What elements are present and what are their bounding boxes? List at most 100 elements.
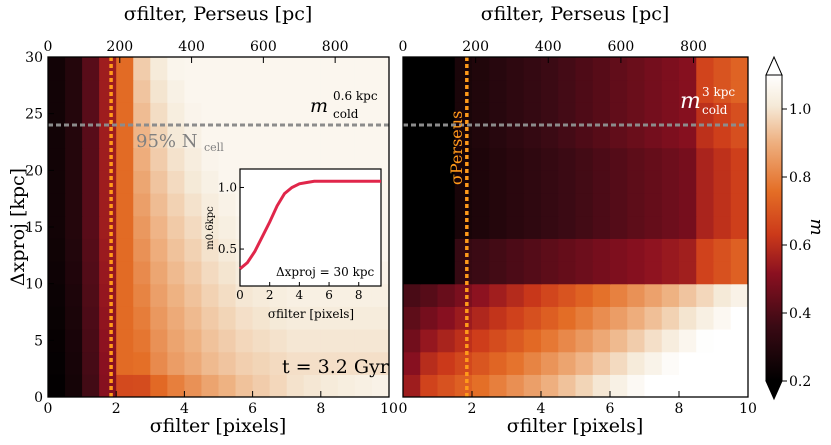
heatmap-cell — [82, 79, 100, 103]
heatmap-cell — [235, 57, 254, 81]
heatmap-cell — [218, 261, 237, 285]
heatmap-cell — [252, 329, 271, 353]
heatmap-cell — [541, 79, 559, 103]
heatmap-cell — [133, 170, 151, 194]
heatmap-cell — [644, 57, 663, 81]
heatmap-cell — [354, 374, 373, 397]
heatmap-cell — [218, 193, 237, 217]
heatmap-cell — [489, 79, 508, 103]
heatmap-cell — [454, 374, 473, 397]
heatmap-cell — [65, 125, 83, 149]
heatmap-cell — [730, 102, 748, 126]
heatmap-cell — [48, 193, 66, 217]
heatmap-cell — [252, 102, 271, 126]
heatmap-cell — [99, 125, 117, 149]
left-y-axis-label: Δxproj [kpc] — [7, 168, 29, 286]
heatmap-cell — [661, 238, 680, 262]
heatmap-cell — [184, 306, 203, 330]
heatmap-cell — [133, 102, 151, 126]
heatmap-cell — [592, 147, 611, 171]
heatmap-cell — [661, 57, 680, 81]
heatmap-cell — [184, 215, 203, 239]
heatmap-cell — [437, 147, 456, 171]
heatmap-cell — [48, 147, 66, 171]
inset-line-chart: 0 2 4 6 8 0.5 1.0 Δxproj = 30 kpc σfilter [pix… — [205, 168, 382, 321]
heatmap-cell — [592, 193, 611, 217]
right-panel-frame — [402, 56, 749, 398]
heatmap-cell — [679, 215, 697, 239]
heatmap-cell — [218, 374, 237, 397]
heatmap-cell — [523, 193, 542, 217]
heatmap-cell — [150, 57, 168, 81]
heatmap-cell — [696, 351, 715, 375]
heatmap-cell — [420, 283, 439, 307]
x-tick-label: 8 — [316, 401, 325, 417]
heatmap-cell — [403, 57, 421, 81]
heatmap-cell — [420, 193, 439, 217]
heatmap-cell — [644, 125, 663, 149]
heatmap-cell — [730, 79, 748, 103]
heatmap-cell — [592, 329, 611, 353]
inset-x-tick: 0 — [236, 288, 244, 302]
heatmap-cell — [558, 79, 577, 103]
heatmap-cell — [523, 170, 542, 194]
y-tick-label: 25 — [25, 107, 43, 123]
heatmap-cell — [713, 351, 732, 375]
right-heatmap-panel: 0 2 4 6 8 10 0 200 400 600 800 σfilter [pixels] σf… — [399, 3, 757, 437]
heatmap-cell — [403, 283, 421, 307]
heatmap-cell — [454, 238, 473, 262]
heatmap-cell — [82, 306, 100, 330]
heatmap-cell — [661, 215, 680, 239]
heatmap-cell — [506, 283, 525, 307]
heatmap-cell — [82, 283, 100, 307]
heatmap-cell — [201, 329, 220, 353]
heatmap-cell — [627, 261, 646, 285]
heatmap-cell — [48, 306, 66, 330]
top-tick-label: 600 — [250, 39, 277, 55]
svg-text:3 kpc: 3 kpc — [702, 85, 735, 99]
heatmap-cell — [320, 306, 339, 330]
heatmap-cell — [371, 79, 389, 103]
heatmap-cell — [133, 79, 151, 103]
heatmap-cell — [420, 125, 439, 149]
heatmap-cell — [730, 215, 748, 239]
heatmap-cell — [696, 329, 715, 353]
heatmap-cell — [48, 283, 66, 307]
heatmap-cell — [252, 147, 271, 171]
heatmap-cell — [337, 306, 356, 330]
inset-x-label: σfilter [pixels] — [268, 307, 354, 321]
heatmap-cell — [610, 374, 628, 397]
heatmap-cell — [679, 374, 697, 397]
heatmap-cell — [252, 306, 271, 330]
heatmap-cell — [116, 374, 134, 397]
heatmap-cell — [403, 102, 421, 126]
heatmap-cell — [99, 102, 117, 126]
heatmap-cell — [454, 57, 473, 81]
heatmap-cell — [541, 374, 559, 397]
heatmap-cell — [575, 283, 594, 307]
svg-text:m: m — [680, 89, 701, 114]
heatmap-cell — [184, 57, 203, 81]
heatmap-cell — [371, 57, 389, 81]
heatmap-cell — [730, 351, 748, 375]
heatmap-cell — [201, 79, 220, 103]
heatmap-cell — [99, 215, 117, 239]
heatmap-cell — [303, 283, 322, 307]
heatmap-cell — [506, 238, 525, 262]
heatmap-cell — [218, 170, 237, 194]
heatmap-cell — [150, 102, 168, 126]
heatmap-cell — [184, 147, 203, 171]
heatmap-cell — [150, 125, 168, 149]
heatmap-cell — [489, 102, 508, 126]
heatmap-cell — [354, 125, 373, 149]
heatmap-cell — [420, 215, 439, 239]
heatmap-cell — [575, 170, 594, 194]
heatmap-cell — [286, 374, 305, 397]
x-tick-label: 2 — [112, 401, 121, 417]
heatmap-cell — [627, 329, 646, 353]
heatmap-cell — [592, 283, 611, 307]
heatmap-cell — [558, 329, 577, 353]
heatmap-cell — [403, 238, 421, 262]
heatmap-cell — [320, 283, 339, 307]
